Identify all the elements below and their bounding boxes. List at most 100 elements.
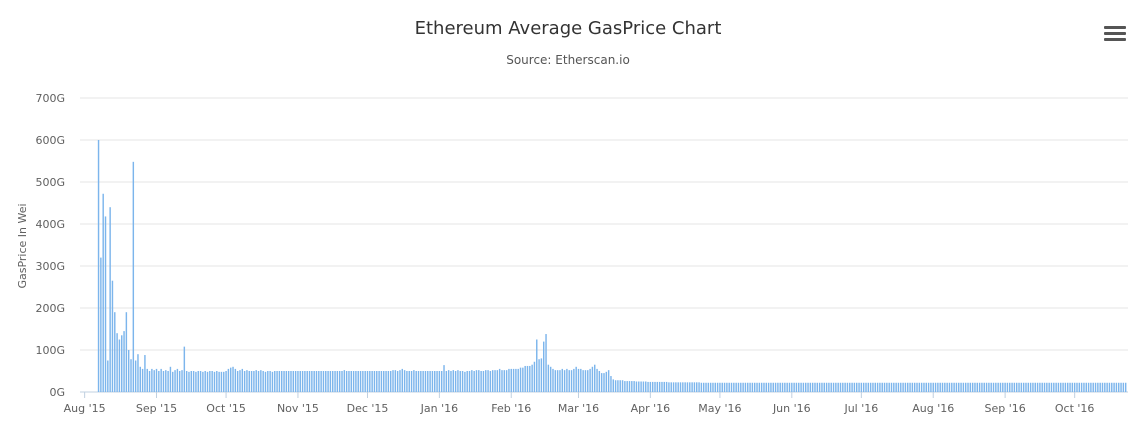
bar[interactable]: [1043, 382, 1046, 392]
bar[interactable]: [308, 371, 311, 392]
bar[interactable]: [183, 346, 186, 392]
bar[interactable]: [496, 370, 499, 392]
bar[interactable]: [1104, 382, 1106, 392]
bar[interactable]: [415, 371, 417, 392]
bar[interactable]: [169, 366, 172, 392]
bar[interactable]: [278, 371, 281, 392]
bar[interactable]: [872, 382, 874, 392]
bar[interactable]: [1036, 382, 1039, 392]
bar[interactable]: [172, 371, 174, 392]
bar[interactable]: [127, 350, 130, 392]
bar[interactable]: [447, 370, 450, 392]
bar[interactable]: [406, 371, 408, 392]
bar[interactable]: [529, 365, 531, 392]
bar[interactable]: [918, 382, 921, 392]
bar[interactable]: [900, 382, 902, 392]
bar[interactable]: [292, 371, 295, 392]
bar[interactable]: [262, 371, 264, 392]
bar[interactable]: [573, 368, 575, 392]
bar[interactable]: [772, 382, 774, 392]
bar[interactable]: [716, 382, 719, 392]
bar[interactable]: [1018, 382, 1020, 392]
bar[interactable]: [480, 371, 482, 392]
bar[interactable]: [658, 381, 661, 392]
bar[interactable]: [1013, 382, 1016, 392]
bar[interactable]: [1025, 382, 1027, 392]
bar[interactable]: [1004, 382, 1006, 392]
bar[interactable]: [911, 382, 914, 392]
bar[interactable]: [533, 361, 536, 392]
bar[interactable]: [893, 382, 895, 392]
bar[interactable]: [318, 371, 320, 392]
bar[interactable]: [341, 371, 343, 392]
bar[interactable]: [744, 382, 747, 392]
bar[interactable]: [524, 365, 526, 392]
bar[interactable]: [814, 382, 816, 392]
bar[interactable]: [162, 371, 165, 392]
bar[interactable]: [290, 371, 292, 392]
bar[interactable]: [786, 382, 788, 392]
bar[interactable]: [424, 371, 427, 392]
bar[interactable]: [373, 371, 376, 392]
bar[interactable]: [440, 371, 443, 392]
bar[interactable]: [570, 370, 573, 392]
bar[interactable]: [661, 381, 663, 392]
bar[interactable]: [454, 371, 457, 392]
bar[interactable]: [758, 382, 761, 392]
bar[interactable]: [645, 381, 647, 393]
bar[interactable]: [1099, 382, 1101, 392]
bar[interactable]: [338, 371, 341, 392]
bar[interactable]: [886, 382, 888, 392]
bar[interactable]: [654, 381, 656, 392]
bar[interactable]: [429, 371, 431, 392]
bar[interactable]: [552, 368, 554, 392]
bar[interactable]: [188, 371, 190, 392]
bar[interactable]: [1046, 382, 1048, 392]
bar[interactable]: [109, 207, 111, 392]
bar[interactable]: [800, 382, 802, 392]
bar[interactable]: [526, 365, 529, 392]
bar[interactable]: [489, 371, 492, 392]
bar[interactable]: [589, 368, 591, 392]
bar[interactable]: [665, 381, 668, 392]
bar[interactable]: [369, 371, 371, 392]
bar[interactable]: [508, 368, 510, 392]
bar[interactable]: [1020, 382, 1023, 392]
bar[interactable]: [640, 381, 642, 393]
bar[interactable]: [575, 366, 577, 392]
bar[interactable]: [1022, 382, 1025, 392]
bar[interactable]: [359, 371, 362, 392]
bar[interactable]: [459, 371, 461, 392]
bar[interactable]: [352, 371, 355, 392]
bar[interactable]: [1064, 382, 1067, 392]
bar[interactable]: [992, 382, 995, 392]
bar[interactable]: [925, 382, 927, 392]
bar[interactable]: [376, 371, 378, 392]
bar[interactable]: [97, 140, 100, 392]
bar[interactable]: [823, 382, 825, 392]
bar[interactable]: [853, 382, 856, 392]
bar[interactable]: [1067, 382, 1069, 392]
bar[interactable]: [584, 370, 587, 392]
bar[interactable]: [464, 371, 466, 392]
bar[interactable]: [519, 367, 522, 392]
bar[interactable]: [587, 370, 589, 392]
bar[interactable]: [102, 193, 104, 392]
bar[interactable]: [793, 382, 795, 392]
bar[interactable]: [563, 370, 566, 392]
bar[interactable]: [686, 382, 689, 392]
bar[interactable]: [1080, 382, 1083, 392]
bar[interactable]: [329, 371, 332, 392]
bar[interactable]: [753, 382, 756, 392]
bar[interactable]: [698, 382, 700, 392]
bar[interactable]: [770, 382, 772, 392]
bar[interactable]: [322, 371, 325, 392]
bar[interactable]: [438, 371, 441, 392]
bar[interactable]: [596, 368, 598, 392]
bar[interactable]: [682, 382, 684, 392]
bar[interactable]: [779, 382, 781, 392]
bar[interactable]: [116, 333, 118, 392]
bar[interactable]: [121, 335, 123, 392]
bar[interactable]: [512, 368, 515, 392]
bar[interactable]: [904, 382, 907, 392]
